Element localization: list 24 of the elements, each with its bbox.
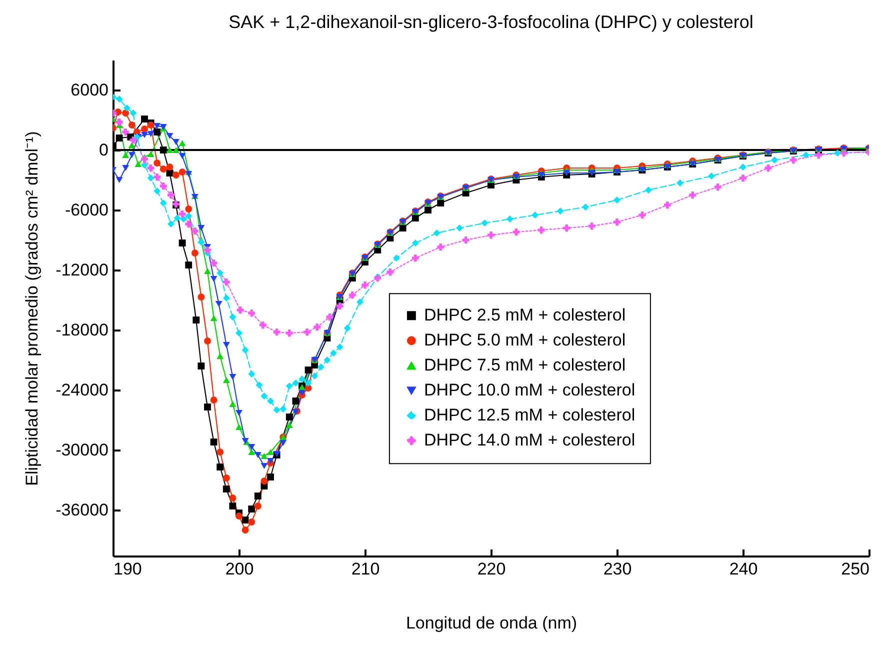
y-tick-label: -6000	[65, 200, 108, 220]
x-tick-label: 240	[729, 560, 758, 578]
x-tick-label: 190	[114, 560, 142, 578]
x-tick-label: 210	[351, 560, 380, 578]
y-tick-label: 6000	[70, 80, 108, 100]
x-axis-title: Longitud de onda (nm)	[406, 614, 578, 632]
y-tick-label: -24000	[56, 380, 108, 400]
y-tick-label: -36000	[56, 500, 108, 520]
x-tick-label: 220	[477, 560, 506, 578]
chart-title: SAK + 1,2-dihexanoil-sn-glicero-3-fosfocolina (DHPC) y colesterol	[228, 12, 754, 32]
legend-label: DHPC 14.0 mM + colesterol	[424, 430, 636, 450]
y-tick-label: 0	[99, 140, 108, 160]
legend-label: DHPC 5.0 mM + colesterol	[424, 330, 626, 350]
y-tick-label: -30000	[56, 440, 108, 460]
x-tick-label: 250	[841, 560, 870, 578]
y-axis-title: Elipticidad molar promedio (grados cm² dmol⁻¹)	[22, 131, 42, 486]
legend-label: DHPC 12.5 mM + colesterol	[424, 406, 636, 425]
x-tick-label: 230	[603, 560, 632, 578]
y-tick-label: -18000	[56, 320, 108, 340]
y-tick-label: -12000	[56, 260, 108, 280]
legend-label: DHPC 10.0 mM + colesterol	[424, 380, 636, 400]
x-tick-label: 200	[225, 560, 254, 578]
legend-label: DHPC 7.5 mM + colesterol	[424, 356, 626, 375]
legend-label: DHPC 2.5 mM + colesterol	[424, 306, 626, 325]
